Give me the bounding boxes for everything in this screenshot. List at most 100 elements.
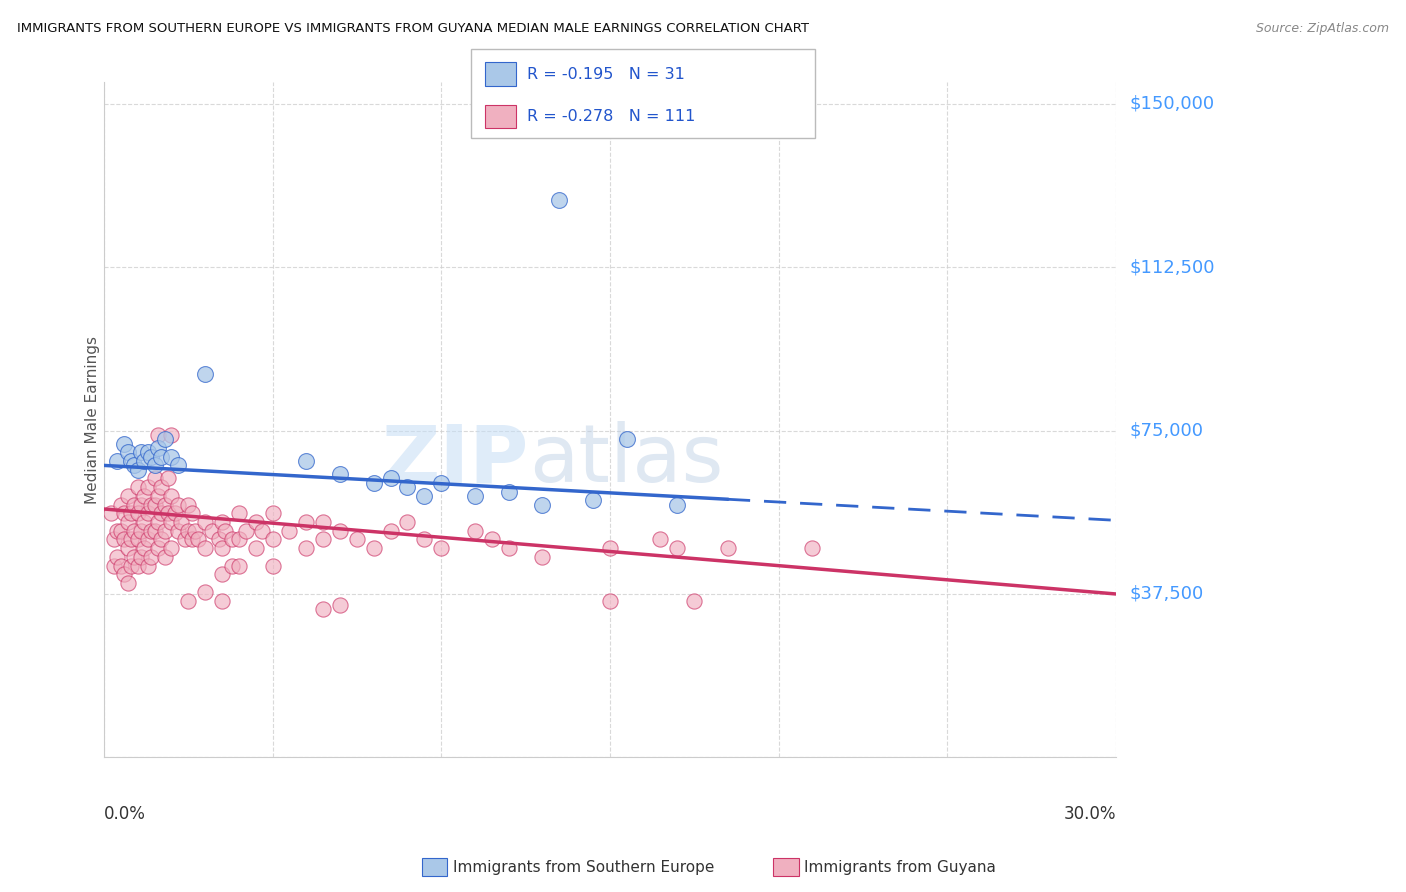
Point <box>117 541 139 556</box>
Point <box>143 498 166 512</box>
Point <box>363 541 385 556</box>
Point <box>129 445 152 459</box>
Text: $37,500: $37,500 <box>1130 585 1204 603</box>
Point <box>136 480 159 494</box>
Point <box>150 480 173 494</box>
Point <box>329 467 352 482</box>
Point <box>136 507 159 521</box>
Point <box>146 541 169 556</box>
Text: $75,000: $75,000 <box>1130 422 1204 440</box>
Point <box>211 593 233 607</box>
Point <box>180 507 202 521</box>
Point <box>531 498 554 512</box>
Point <box>153 432 176 446</box>
Point <box>143 458 166 473</box>
Point <box>312 533 335 547</box>
Point <box>139 498 162 512</box>
Point <box>717 541 740 556</box>
Point <box>396 480 419 494</box>
Point <box>295 454 318 468</box>
Point <box>167 498 190 512</box>
Point <box>110 498 132 512</box>
Point <box>228 533 250 547</box>
Point <box>107 454 129 468</box>
Text: $150,000: $150,000 <box>1130 95 1215 112</box>
Point <box>129 549 152 564</box>
Point <box>120 454 142 468</box>
Point <box>127 480 149 494</box>
Point <box>177 524 200 538</box>
Point <box>160 489 183 503</box>
Y-axis label: Median Male Earnings: Median Male Earnings <box>86 335 100 504</box>
Point <box>156 471 179 485</box>
Point <box>136 445 159 459</box>
Text: $112,500: $112,500 <box>1130 258 1215 277</box>
Point <box>134 515 156 529</box>
Point <box>103 558 125 573</box>
Point <box>650 533 672 547</box>
Point <box>295 541 318 556</box>
Point <box>146 515 169 529</box>
Point <box>134 541 156 556</box>
Point <box>329 524 352 538</box>
Point <box>312 515 335 529</box>
Point <box>139 549 162 564</box>
Point <box>194 584 217 599</box>
Point <box>153 498 176 512</box>
Point <box>127 463 149 477</box>
Point <box>127 507 149 521</box>
Point <box>120 533 142 547</box>
Point <box>683 593 706 607</box>
Point <box>498 484 520 499</box>
Text: Immigrants from Guyana: Immigrants from Guyana <box>804 860 995 874</box>
Point <box>211 567 233 582</box>
Point <box>312 602 335 616</box>
Point <box>117 489 139 503</box>
Point <box>548 193 571 207</box>
Point <box>464 489 486 503</box>
Point <box>380 524 402 538</box>
Point <box>103 533 125 547</box>
Point <box>163 507 186 521</box>
Point <box>160 541 183 556</box>
Point <box>531 549 554 564</box>
Point <box>430 475 453 490</box>
Point <box>117 515 139 529</box>
Point <box>129 524 152 538</box>
Point <box>194 541 217 556</box>
Text: 0.0%: 0.0% <box>104 805 146 822</box>
Point <box>167 458 190 473</box>
Point <box>107 524 129 538</box>
Point <box>167 524 190 538</box>
Text: ZIP: ZIP <box>381 421 529 500</box>
Point <box>107 549 129 564</box>
Point <box>143 524 166 538</box>
Point <box>228 558 250 573</box>
Point <box>262 558 284 573</box>
Point <box>139 450 162 464</box>
Point <box>380 471 402 485</box>
Point <box>117 445 139 459</box>
Point <box>187 533 209 547</box>
Point <box>666 541 689 556</box>
Point <box>599 593 621 607</box>
Point <box>201 524 224 538</box>
Point <box>136 558 159 573</box>
Point <box>346 533 368 547</box>
Point <box>245 515 267 529</box>
Point <box>207 533 229 547</box>
Point <box>122 549 145 564</box>
Point <box>110 524 132 538</box>
Point <box>180 533 202 547</box>
Point <box>278 524 301 538</box>
Point <box>150 533 173 547</box>
Point <box>396 515 419 529</box>
Point <box>211 515 233 529</box>
Point <box>801 541 824 556</box>
Point <box>177 593 200 607</box>
Point <box>211 541 233 556</box>
Point <box>117 576 139 591</box>
Point <box>156 507 179 521</box>
Point <box>666 498 689 512</box>
Point <box>616 432 638 446</box>
